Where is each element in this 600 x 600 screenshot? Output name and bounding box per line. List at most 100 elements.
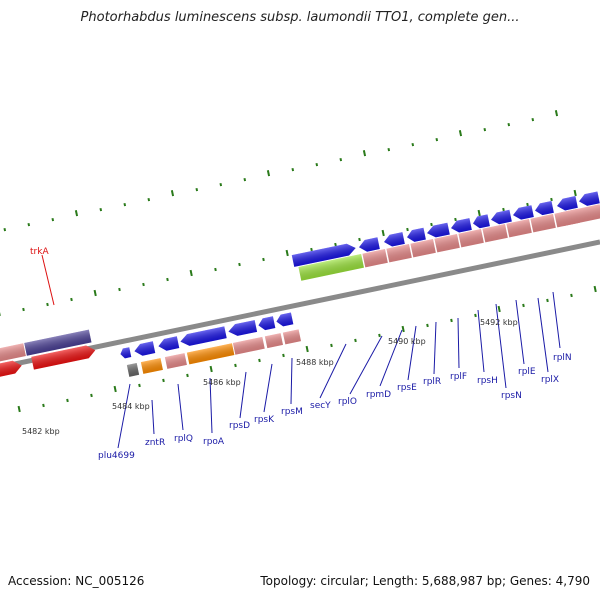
tick-mark bbox=[266, 170, 271, 177]
tick-mark bbox=[450, 318, 453, 323]
tick-mark bbox=[27, 222, 31, 227]
tick-mark bbox=[214, 267, 217, 272]
tick-mark bbox=[46, 302, 49, 307]
leader-line bbox=[290, 357, 293, 405]
gene-feature bbox=[276, 312, 294, 327]
tick-mark bbox=[401, 325, 405, 333]
tick-mark bbox=[186, 373, 189, 378]
leader-line bbox=[477, 309, 485, 373]
tick-mark bbox=[507, 122, 511, 127]
tick-mark bbox=[138, 383, 141, 388]
tick-mark bbox=[42, 403, 45, 408]
gene-label-zntR[interactable]: zntR bbox=[145, 438, 165, 448]
tick-mark bbox=[526, 202, 529, 207]
gene-label-rpmD[interactable]: rpmD bbox=[366, 390, 391, 400]
gene-feature bbox=[407, 227, 426, 242]
tick-mark bbox=[531, 117, 535, 122]
gene-label-trkA[interactable]: trkA bbox=[30, 247, 49, 257]
leader-line bbox=[515, 299, 525, 365]
tick-mark bbox=[334, 242, 337, 247]
tick-mark bbox=[330, 343, 333, 348]
tick-mark bbox=[305, 345, 309, 353]
tick-mark bbox=[454, 217, 457, 222]
gene-feature bbox=[180, 326, 227, 346]
gene-label-rpsH[interactable]: rpsH bbox=[477, 376, 498, 386]
gene-feature bbox=[228, 320, 258, 336]
tick-mark bbox=[477, 209, 481, 217]
tick-mark bbox=[354, 338, 357, 343]
tick-mark bbox=[435, 137, 439, 142]
tick-mark bbox=[381, 229, 385, 237]
kbp-label: 5486 kbp bbox=[203, 378, 241, 387]
tick-mark bbox=[142, 282, 145, 287]
gene-feature bbox=[158, 336, 180, 351]
label-leader-lines bbox=[41, 254, 561, 449]
gene-label-rpsE[interactable]: rpsE bbox=[397, 383, 417, 393]
gene-feature bbox=[482, 224, 508, 243]
gene-feature bbox=[126, 363, 140, 377]
gene-feature bbox=[491, 209, 512, 225]
kbp-label: 5492 kbp bbox=[480, 318, 518, 327]
gene-feature bbox=[0, 343, 26, 366]
leader-line bbox=[379, 329, 403, 387]
tick-mark bbox=[90, 393, 93, 398]
tick-mark bbox=[426, 323, 429, 328]
gene-label-rplQ[interactable]: rplQ bbox=[174, 434, 193, 444]
gene-label-rplX[interactable]: rplX bbox=[541, 375, 559, 385]
gene-feature bbox=[186, 343, 235, 365]
gene-feature bbox=[386, 244, 412, 263]
gene-feature bbox=[298, 253, 364, 281]
gene-feature bbox=[410, 239, 436, 258]
tick-mark bbox=[262, 257, 265, 262]
kbp-label: 5490 kbp bbox=[388, 337, 426, 346]
leader-line bbox=[263, 363, 273, 413]
gene-feature bbox=[560, 204, 600, 227]
tick-mark bbox=[209, 365, 213, 373]
gene-feature bbox=[120, 347, 132, 359]
leader-line bbox=[319, 343, 347, 399]
gene-label-plu4699[interactable]: plu4699 bbox=[98, 451, 135, 461]
gene-label-rplN[interactable]: rplN bbox=[553, 353, 572, 363]
gene-label-secY[interactable]: secY bbox=[310, 401, 331, 411]
gene-label-rpsN[interactable]: rpsN bbox=[501, 391, 522, 401]
gene-feature bbox=[434, 234, 460, 253]
gene-label-rpsM[interactable]: rpsM bbox=[281, 407, 303, 417]
gene-feature bbox=[384, 232, 405, 247]
tick-mark bbox=[593, 285, 597, 293]
gene-label-rpoA[interactable]: rpoA bbox=[203, 437, 225, 447]
backbone-line bbox=[0, 239, 600, 370]
tick-mark bbox=[362, 150, 367, 157]
gene-label-rpsK[interactable]: rpsK bbox=[254, 415, 275, 425]
tick-mark bbox=[550, 197, 553, 202]
gene-feature bbox=[530, 214, 556, 233]
gene-label-rpsD[interactable]: rpsD bbox=[229, 421, 250, 431]
gene-feature bbox=[264, 333, 284, 349]
gene-feature bbox=[232, 336, 265, 355]
gene-label-rplE[interactable]: rplE bbox=[518, 367, 536, 377]
gene-features bbox=[0, 191, 600, 381]
tick-mark bbox=[285, 249, 289, 257]
gene-feature bbox=[134, 341, 156, 356]
tick-mark bbox=[66, 398, 69, 403]
leader-line bbox=[457, 317, 460, 369]
tick-mark bbox=[430, 222, 433, 227]
tick-mark bbox=[189, 269, 193, 277]
tick-mark bbox=[147, 197, 151, 202]
kbp-label: 5488 kbp bbox=[296, 358, 334, 367]
tick-mark bbox=[474, 313, 477, 318]
tick-mark bbox=[458, 130, 463, 137]
tick-mark bbox=[234, 363, 237, 368]
tick-mark bbox=[123, 202, 127, 207]
tick-mark bbox=[22, 307, 25, 312]
map-title: Photorhabdus luminescens subsp. laumondi… bbox=[80, 10, 520, 25]
leader-line bbox=[177, 383, 184, 431]
leader-line bbox=[537, 297, 549, 373]
leader-line bbox=[117, 383, 131, 449]
gene-label-rplR[interactable]: rplR bbox=[423, 377, 441, 387]
tick-mark bbox=[483, 127, 487, 132]
gene-feature bbox=[427, 222, 450, 238]
kbp-label: 5484 kbp bbox=[112, 402, 150, 411]
gene-label-rplF[interactable]: rplF bbox=[450, 372, 467, 382]
gene-label-rplO[interactable]: rplO bbox=[338, 397, 357, 407]
